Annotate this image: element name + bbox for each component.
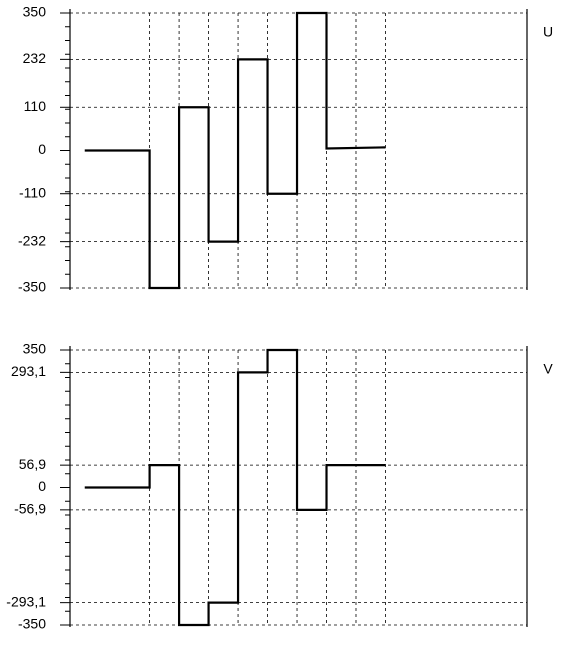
legend-label: V (543, 361, 553, 377)
y-tick-label: 0 (38, 141, 46, 157)
y-tick-label: -350 (18, 279, 46, 295)
y-tick-label: -56,9 (14, 501, 46, 517)
y-tick-label: -232 (18, 232, 46, 248)
series-line (84, 348, 386, 627)
legend-label: U (543, 24, 553, 40)
y-tick-label: 232 (23, 50, 47, 66)
y-tick-label: -293,1 (6, 593, 46, 609)
y-tick-label: -110 (19, 184, 46, 200)
y-tick-label: -350 (18, 616, 46, 632)
y-tick-label: 56,9 (19, 456, 46, 472)
y-tick-label: 350 (23, 341, 47, 357)
series-line (84, 11, 386, 290)
y-tick-label: 293,1 (11, 363, 46, 379)
y-tick-label: 110 (24, 98, 47, 114)
y-tick-label: 0 (38, 478, 46, 494)
y-tick-label: 350 (23, 4, 47, 20)
